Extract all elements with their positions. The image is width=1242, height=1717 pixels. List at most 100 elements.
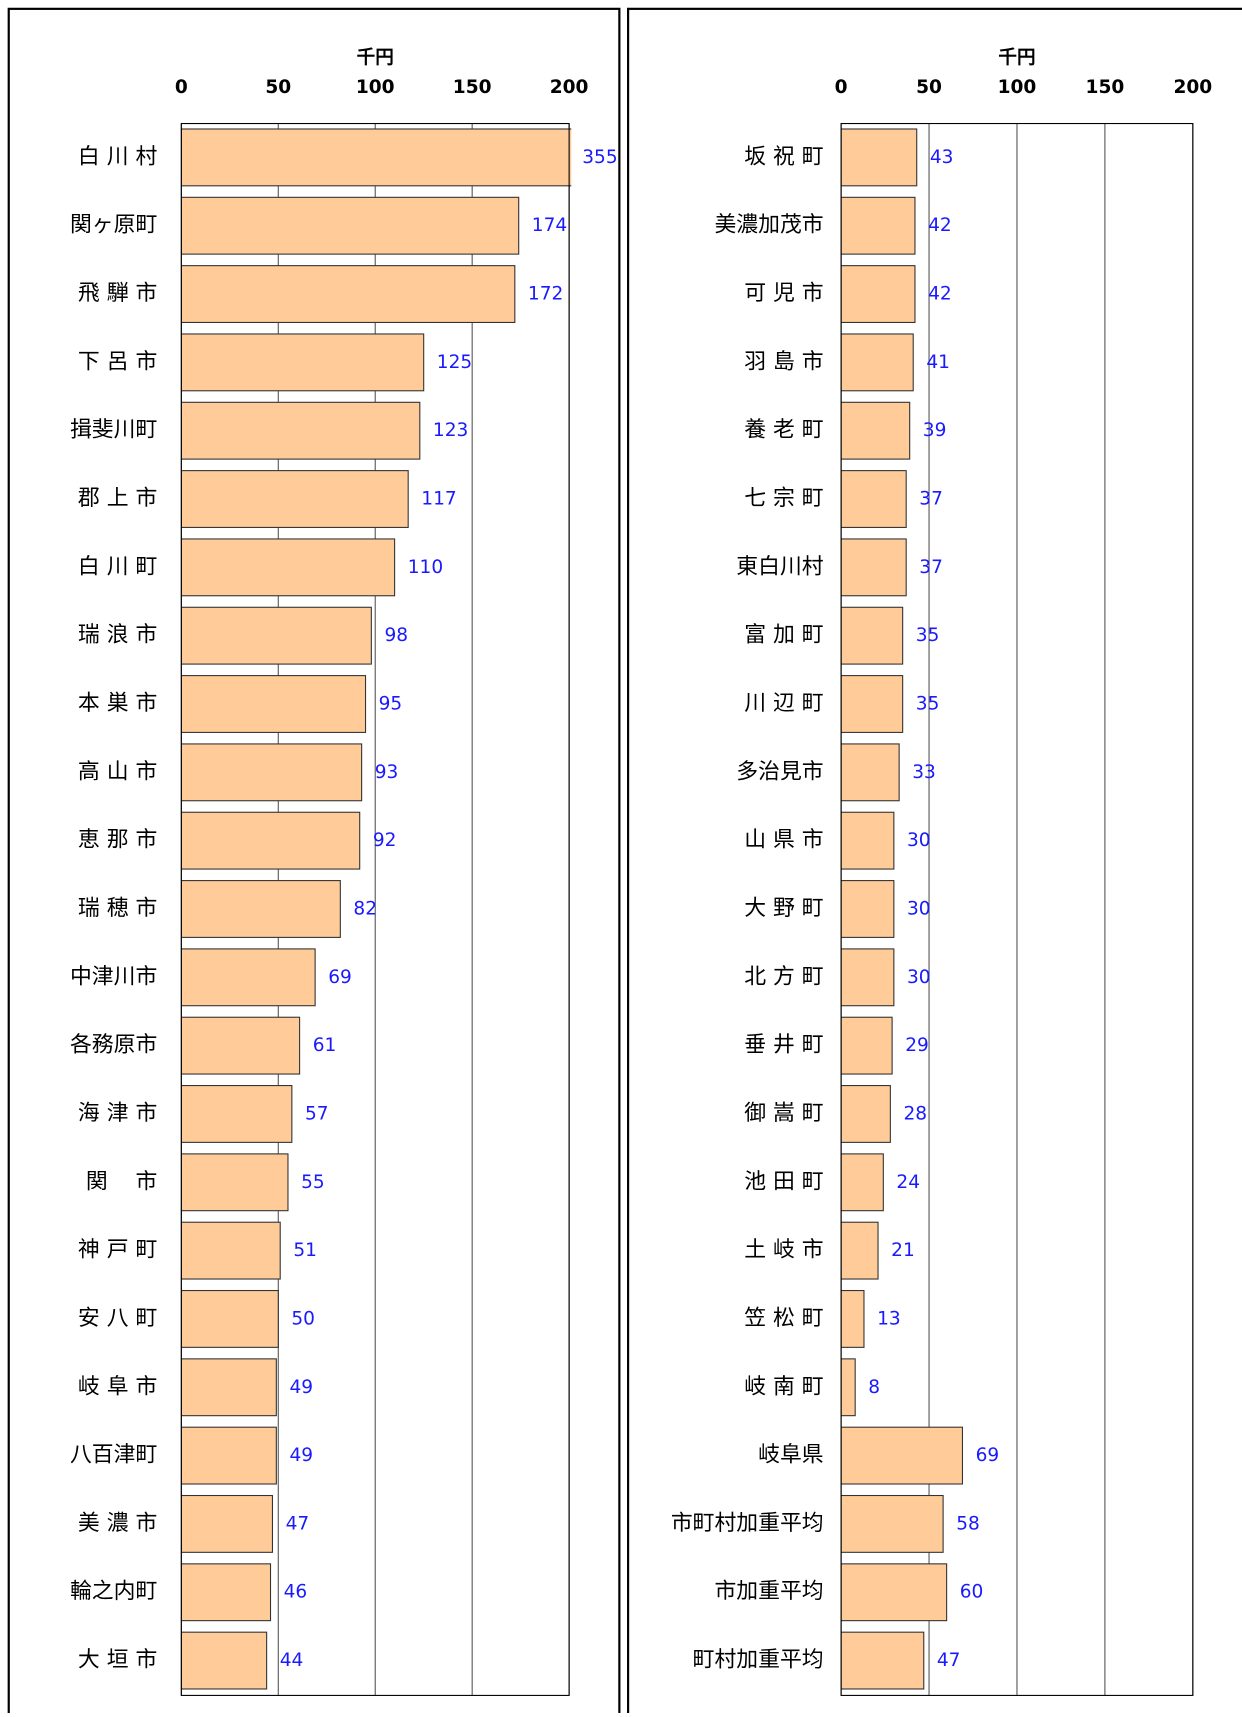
- bar: [181, 606, 372, 665]
- value-label: 50: [291, 1308, 315, 1329]
- value-label: 29: [905, 1035, 929, 1056]
- left-panel: [7, 7, 621, 1717]
- bar: [841, 743, 900, 802]
- x-tick-label: 0: [835, 77, 848, 98]
- category-label: 多治見市: [736, 759, 823, 784]
- bar: [841, 675, 904, 733]
- bar: [181, 1426, 277, 1485]
- category-label: 高 山 市: [78, 759, 157, 784]
- value-label: 51: [293, 1240, 317, 1261]
- bar: [181, 1221, 281, 1280]
- bar: [841, 1153, 884, 1212]
- category-label: 可 児 市: [744, 281, 823, 306]
- value-label: 13: [877, 1308, 901, 1329]
- category-label: 白 川 町: [78, 554, 157, 579]
- bar: [181, 1016, 301, 1075]
- bar: [841, 1221, 879, 1280]
- value-label: 30: [907, 898, 931, 919]
- category-label: 岐 阜 市: [78, 1374, 157, 1399]
- value-label: 28: [903, 1103, 927, 1124]
- value-label: 123: [433, 420, 468, 441]
- category-label: 神 戸 町: [78, 1238, 157, 1263]
- bar: [841, 1016, 893, 1075]
- value-label: 95: [379, 694, 403, 715]
- right-panel: [627, 7, 1242, 1717]
- category-label: 富 加 町: [744, 623, 823, 648]
- category-label: 美濃加茂市: [714, 213, 823, 238]
- axis-title: 千円: [357, 47, 394, 68]
- value-label: 46: [284, 1582, 308, 1603]
- category-label: 東白川村: [736, 554, 823, 579]
- category-label: 海 津 市: [78, 1101, 157, 1126]
- value-label: 355: [582, 147, 617, 168]
- plot-area: [840, 122, 1194, 1696]
- bar: [181, 1631, 268, 1690]
- bar: [841, 1358, 856, 1417]
- category-label: 坂 祝 町: [744, 144, 823, 169]
- category-label: 揖斐川町: [70, 418, 157, 443]
- bar: [841, 1426, 964, 1485]
- bar: [841, 606, 904, 665]
- value-label: 43: [930, 147, 954, 168]
- category-label: 山 県 市: [744, 828, 823, 853]
- bar: [841, 265, 916, 323]
- bar: [841, 1289, 865, 1348]
- bar: [841, 333, 914, 392]
- bar: [841, 1631, 925, 1690]
- bar: [841, 128, 918, 187]
- x-tick-label: 200: [1173, 77, 1212, 98]
- category-label: 北 方 町: [744, 964, 823, 989]
- value-label: 35: [916, 625, 940, 646]
- value-label: 60: [960, 1582, 984, 1603]
- value-label: 37: [919, 557, 943, 578]
- bar: [181, 538, 396, 597]
- value-label: 49: [289, 1445, 313, 1466]
- value-label: 117: [421, 489, 456, 510]
- x-tick-label: 50: [916, 77, 942, 98]
- bar: [181, 743, 363, 802]
- plot-area: [180, 122, 570, 1696]
- value-label: 30: [907, 830, 931, 851]
- x-tick-label: 100: [356, 77, 395, 98]
- bar: [841, 880, 895, 938]
- x-tick-label: 150: [1086, 77, 1125, 98]
- category-label: 池 田 町: [744, 1169, 823, 1194]
- axis-title: 千円: [998, 47, 1035, 68]
- category-label: 市町村加重平均: [671, 1511, 824, 1536]
- category-label: 下 呂 市: [78, 349, 157, 374]
- bar: [181, 1494, 274, 1553]
- value-label: 42: [928, 215, 952, 236]
- value-label: 125: [437, 352, 472, 373]
- category-label: 羽 島 市: [744, 349, 823, 374]
- bar: [181, 265, 516, 323]
- value-label: 24: [896, 1172, 920, 1193]
- value-label: 57: [305, 1103, 329, 1124]
- bar: [181, 880, 341, 938]
- value-label: 98: [384, 625, 408, 646]
- bar: [181, 1563, 272, 1622]
- bar: [841, 811, 895, 870]
- category-label: 岐 南 町: [744, 1374, 823, 1399]
- category-label: 飛 騨 市: [78, 281, 157, 306]
- value-label: 33: [912, 762, 936, 783]
- bar: [181, 811, 361, 870]
- x-tick-label: 50: [265, 77, 291, 98]
- value-label: 93: [375, 762, 399, 783]
- value-label: 172: [528, 284, 563, 305]
- category-label: 岐阜県: [758, 1443, 824, 1468]
- category-label: 瑞 穂 市: [78, 896, 157, 921]
- category-label: 瑞 浪 市: [78, 623, 157, 648]
- category-label: 養 老 町: [744, 418, 823, 443]
- bar: [841, 538, 907, 597]
- bar: [181, 333, 425, 392]
- bars: [181, 128, 572, 1690]
- category-label: 町村加重平均: [693, 1648, 824, 1673]
- bar: [181, 1358, 277, 1417]
- bar: [181, 196, 520, 255]
- bar: [181, 675, 367, 733]
- bar: [841, 1494, 944, 1553]
- value-label: 69: [328, 967, 352, 988]
- bar: [181, 1153, 289, 1212]
- bar: [841, 1085, 891, 1143]
